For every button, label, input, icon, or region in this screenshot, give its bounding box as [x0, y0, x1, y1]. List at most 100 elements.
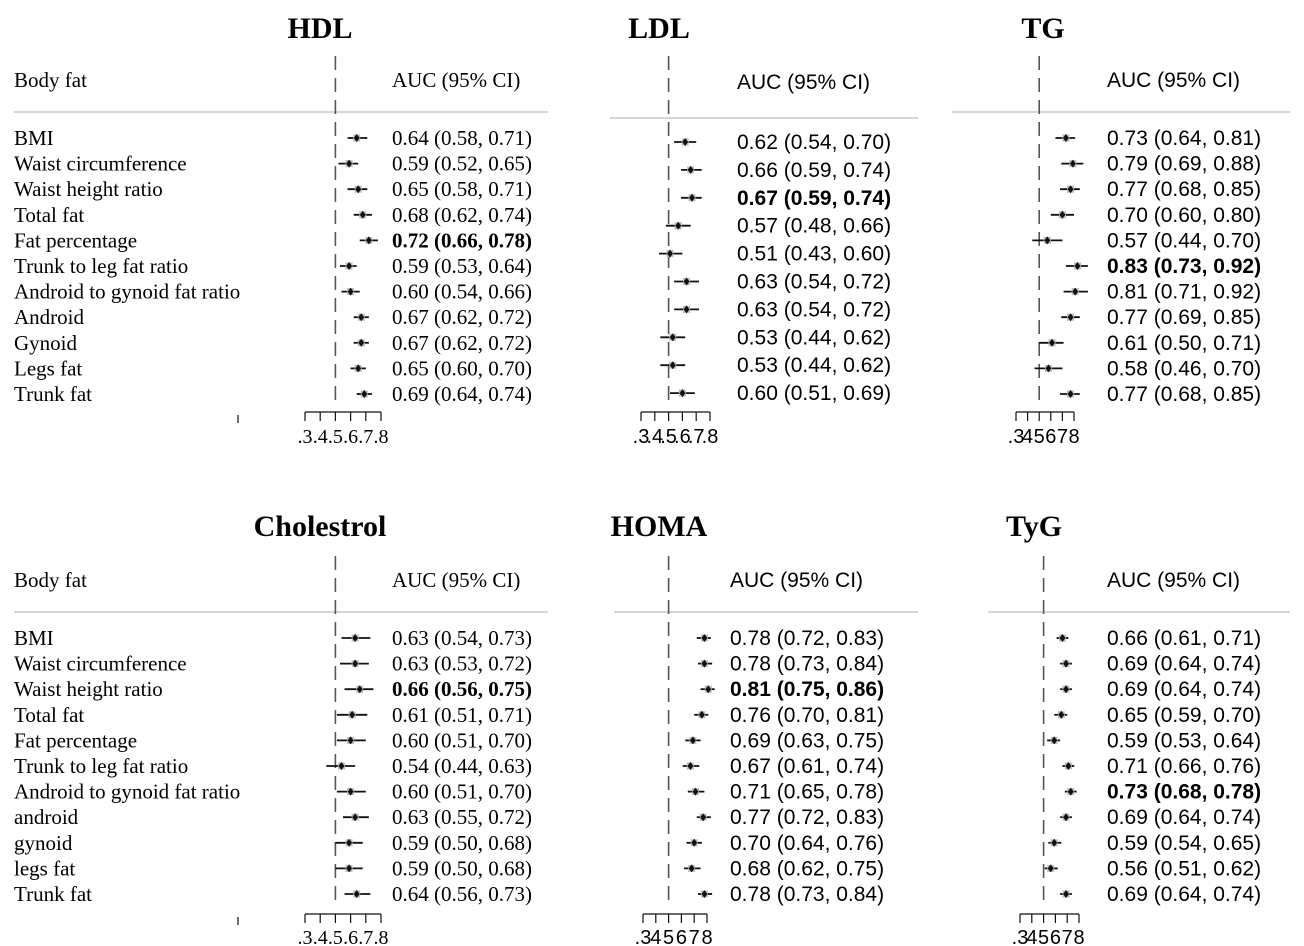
row-label: Fat percentage [14, 228, 137, 252]
row-label: BMI [14, 626, 54, 650]
point-estimate [698, 710, 705, 719]
point-estimate [1059, 210, 1066, 219]
point-estimate [683, 305, 690, 314]
x-tick-label: 4 [650, 927, 661, 946]
point-estimate [1045, 364, 1052, 373]
point-estimate [1062, 134, 1069, 142]
auc-value: 0.58 (0.46, 0.70) [1107, 357, 1261, 380]
auc-value: 0.60 (0.54, 0.66) [392, 280, 532, 304]
auc-value: 0.62 (0.54, 0.70) [737, 131, 891, 154]
x-tick-label: .5 [328, 927, 343, 946]
auc-value: 0.78 (0.73, 0.84) [730, 653, 884, 676]
auc-value: 0.79 (0.69, 0.88) [1107, 153, 1261, 176]
x-tick-label: .8 [374, 426, 389, 448]
auc-value: 0.68 (0.62, 0.74) [392, 203, 532, 227]
auc-value: 0.66 (0.61, 0.71) [1107, 627, 1261, 650]
auc-value: 0.83 (0.73, 0.92) [1107, 255, 1261, 278]
point-estimate [358, 338, 365, 347]
point-estimate [1051, 736, 1058, 745]
point-estimate [349, 710, 356, 719]
point-estimate [1059, 634, 1066, 642]
x-tick-label: .7 [358, 426, 373, 448]
point-estimate [705, 685, 712, 694]
auc-value: 0.61 (0.51, 0.71) [392, 703, 532, 727]
point-estimate [355, 364, 362, 373]
auc-value: 0.59 (0.53, 0.64) [1107, 729, 1261, 752]
point-estimate [1063, 813, 1070, 822]
forest-panel-cholestrol: Cholestrol Body fat AUC (95% CI) BMI 0.63 (0… [14, 510, 548, 946]
point-estimate [346, 864, 353, 873]
row-label: Trunk to leg fat ratio [14, 254, 188, 278]
auc-value: 0.67 (0.61, 0.74) [730, 755, 884, 778]
forest-panel-homa: HOMA AUC (95% CI) 0.78 (0.72, 0.83) 0.78 (0… [611, 510, 918, 946]
auc-value: 0.59 (0.52, 0.65) [392, 152, 532, 176]
x-tick-label: 8 [1073, 927, 1084, 946]
auc-value: 0.76 (0.70, 0.81) [730, 704, 884, 727]
x-tick-label: 5 [663, 927, 674, 946]
auc-value: 0.63 (0.53, 0.72) [392, 652, 532, 676]
x-tick-label: 6 [1045, 426, 1056, 448]
point-estimate [669, 333, 676, 342]
x-tick-label: 8 [701, 927, 712, 946]
row-label: Trunk fat [14, 882, 92, 906]
auc-value: 0.69 (0.64, 0.74) [1107, 883, 1261, 906]
x-tick-label: 7 [689, 927, 700, 946]
auc-value: 0.73 (0.64, 0.81) [1107, 127, 1261, 150]
x-tick-label: .6 [343, 426, 358, 448]
auc-value: 0.77 (0.69, 0.85) [1107, 306, 1261, 329]
point-estimate [338, 762, 345, 770]
x-tick-label: .3 [298, 426, 313, 448]
x-tick-label: 5 [1038, 927, 1049, 946]
row-label: android [14, 805, 79, 829]
point-estimate [1069, 159, 1076, 168]
x-tick-label: .3 [633, 426, 650, 448]
point-estimate [358, 313, 365, 322]
auc-value: 0.60 (0.51, 0.70) [392, 780, 532, 804]
point-estimate [691, 838, 698, 847]
auc-value: 0.67 (0.59, 0.74) [737, 187, 891, 210]
auc-value: 0.54 (0.44, 0.63) [392, 754, 532, 778]
label-column-header: Body fat [14, 68, 87, 92]
x-tick-label: .7 [358, 927, 373, 946]
point-estimate [1047, 864, 1054, 873]
point-estimate [666, 249, 673, 258]
x-tick-label: 7 [1062, 927, 1073, 946]
label-column-header: Body fat [14, 568, 87, 592]
auc-value: 0.61 (0.50, 0.71) [1107, 332, 1261, 355]
auc-value: 0.67 (0.62, 0.72) [392, 305, 532, 329]
point-estimate [701, 659, 708, 668]
row-label: legs fat [14, 856, 75, 880]
x-tick-label: .3 [1008, 426, 1025, 448]
point-estimate [669, 361, 676, 370]
panel-title: TG [1021, 12, 1064, 45]
auc-value: 0.65 (0.60, 0.70) [392, 356, 532, 380]
row-label: Total fat [14, 703, 84, 727]
row-label: Trunk fat [14, 382, 92, 406]
point-estimate [700, 813, 707, 822]
x-tick-label: .3 [1012, 927, 1029, 946]
value-column-header: AUC (95% CI) [1107, 569, 1240, 592]
row-label: BMI [14, 126, 54, 150]
x-tick-label: .3 [635, 927, 652, 946]
row-label: Waist height ratio [14, 177, 163, 201]
auc-value: 0.60 (0.51, 0.70) [392, 728, 532, 752]
point-estimate [687, 762, 694, 770]
auc-value: 0.71 (0.66, 0.76) [1107, 755, 1261, 778]
auc-value: 0.64 (0.58, 0.71) [392, 126, 532, 150]
point-estimate [365, 236, 372, 245]
row-label: Android to gynoid fat ratio [14, 780, 240, 804]
row-label: Android [14, 305, 84, 329]
point-estimate [352, 813, 359, 822]
auc-value: 0.59 (0.53, 0.64) [392, 254, 532, 278]
row-label: Waist circumference [14, 152, 187, 176]
row-label: Android to gynoid fat ratio [14, 280, 240, 304]
point-estimate [352, 634, 359, 642]
auc-value: 0.69 (0.64, 0.74) [1107, 678, 1261, 701]
value-column-header: AUC (95% CI) [730, 569, 863, 592]
point-estimate [1051, 838, 1058, 847]
auc-value: 0.78 (0.73, 0.84) [730, 883, 884, 906]
x-tick-label: .5 [660, 426, 677, 448]
auc-value: 0.68 (0.62, 0.75) [730, 857, 884, 880]
auc-value: 0.72 (0.66, 0.78) [392, 228, 532, 252]
auc-value: 0.71 (0.65, 0.78) [730, 781, 884, 804]
